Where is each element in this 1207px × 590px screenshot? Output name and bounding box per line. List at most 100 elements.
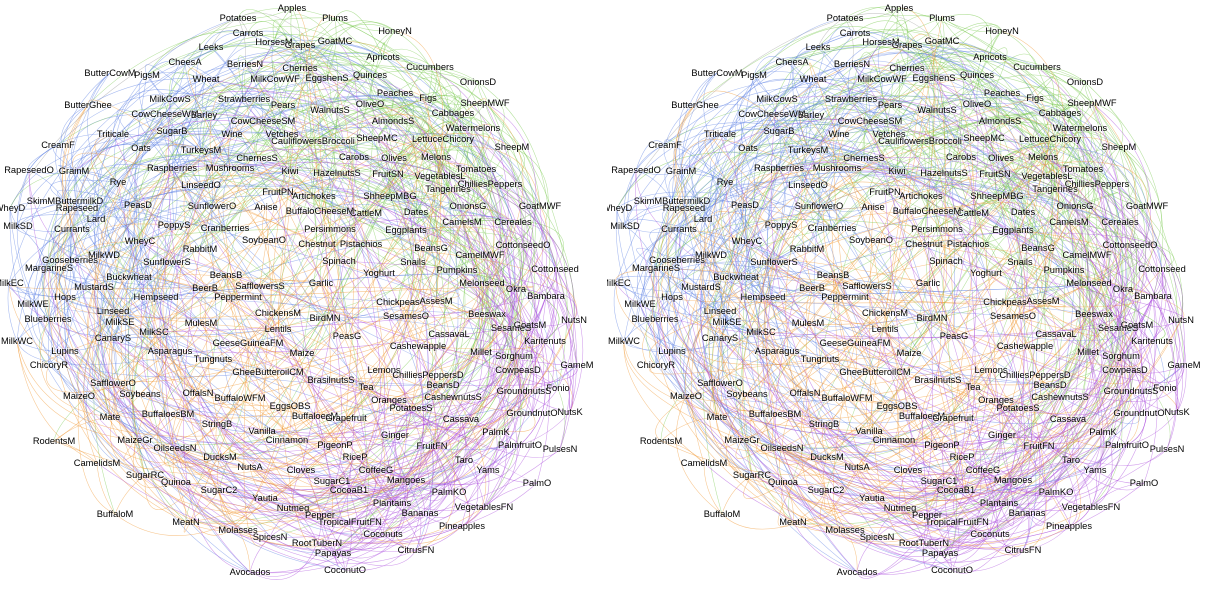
graph-edge bbox=[800, 179, 933, 319]
graph-edge bbox=[680, 133, 721, 172]
graph-edge bbox=[200, 322, 515, 401]
graph-edge bbox=[273, 31, 331, 230]
node-label: Tomatoes bbox=[1063, 164, 1104, 174]
graph-edge bbox=[140, 144, 202, 151]
graph-edge bbox=[261, 40, 336, 432]
node-label: Sorghum bbox=[495, 351, 533, 361]
node-label: Garlic bbox=[916, 278, 941, 288]
graph-edge bbox=[244, 63, 424, 535]
graph-edge bbox=[345, 355, 521, 430]
graph-edge bbox=[155, 296, 202, 324]
graph-edge bbox=[810, 114, 838, 169]
graph-edge bbox=[326, 77, 332, 111]
graph-edge bbox=[907, 243, 976, 480]
graph-edge bbox=[615, 282, 898, 407]
graph-edge bbox=[92, 261, 169, 415]
graph-edge bbox=[831, 153, 1021, 263]
graph-edge bbox=[211, 133, 541, 207]
graph-edge bbox=[216, 423, 433, 513]
graph-edge bbox=[273, 41, 359, 491]
graph-edge bbox=[112, 133, 485, 511]
graph-edge bbox=[93, 44, 301, 418]
node-label: MaizeGr bbox=[117, 435, 152, 445]
graph-edge bbox=[175, 481, 417, 564]
node-label: ChilliesPeppersD bbox=[392, 370, 464, 380]
node-label: Yams bbox=[1083, 465, 1106, 475]
graph-edge bbox=[282, 67, 301, 106]
graph-panel-right: Apples Potatoes Plums HoneyN Carrots HorsesM G… bbox=[607, 0, 1207, 590]
graph-edge bbox=[9, 207, 294, 509]
graph-edge bbox=[899, 459, 1072, 537]
graph-edge bbox=[16, 340, 98, 464]
graph-edge bbox=[153, 137, 378, 415]
node-label: PigsM bbox=[134, 70, 160, 80]
node-label: BrasilnutsS bbox=[914, 375, 961, 385]
node-label: Cabbages bbox=[432, 108, 475, 118]
graph-edge bbox=[884, 53, 1038, 193]
graph-edge bbox=[1034, 168, 1138, 376]
node-label: GameM bbox=[560, 360, 593, 370]
graph-edge bbox=[95, 117, 463, 223]
graph-edge bbox=[329, 109, 355, 158]
graph-edge bbox=[941, 40, 978, 76]
graph-edge bbox=[655, 143, 1148, 269]
graph-edge bbox=[269, 514, 321, 538]
graph-edge bbox=[484, 102, 568, 389]
graph-edge bbox=[884, 191, 928, 212]
node-label: CowCheeseWM bbox=[131, 109, 198, 119]
graph-edge bbox=[489, 146, 513, 185]
graph-edge bbox=[419, 445, 455, 518]
graph-edge bbox=[326, 40, 336, 79]
graph-edge bbox=[1096, 146, 1120, 185]
node-label: Grapefruit bbox=[325, 413, 367, 423]
graph-edge bbox=[889, 67, 908, 106]
node-label: Strawberries bbox=[825, 94, 878, 104]
node-label: GeeseGuineaFM bbox=[820, 338, 891, 348]
graph-edge bbox=[807, 90, 987, 274]
graph-edge bbox=[273, 34, 348, 337]
graph-edge bbox=[746, 393, 957, 515]
graph-edge bbox=[249, 466, 266, 499]
node-label: Cottonseed bbox=[1138, 264, 1186, 274]
graph-edge bbox=[982, 469, 1024, 557]
graph-edge bbox=[97, 113, 220, 491]
graph-edge bbox=[256, 157, 537, 414]
node-label: Raspberries bbox=[754, 163, 804, 173]
graph-edge bbox=[823, 397, 848, 425]
graph-edge bbox=[224, 227, 367, 414]
graph-edge bbox=[952, 369, 992, 419]
edges-layer bbox=[613, 6, 1187, 579]
graph-edge bbox=[480, 351, 518, 508]
node-label: Lentils bbox=[872, 324, 899, 334]
node-label: SugarC2 bbox=[808, 485, 845, 495]
node-label: Cloves bbox=[287, 465, 316, 475]
graph-edge bbox=[866, 148, 1058, 287]
graph-edge bbox=[1087, 351, 1126, 371]
graph-edge bbox=[907, 127, 1107, 471]
graph-edge bbox=[64, 259, 71, 298]
node-label: OnionsG bbox=[1057, 201, 1094, 211]
node-label: Mushrooms bbox=[813, 163, 862, 173]
graph-edge bbox=[623, 318, 656, 342]
graph-edge bbox=[778, 167, 1122, 357]
graph-edge bbox=[683, 240, 753, 476]
node-label: Cottonseed bbox=[531, 264, 579, 274]
graph-edge bbox=[766, 41, 882, 573]
graph-edge bbox=[881, 78, 1163, 270]
node-label: ButterGhee bbox=[64, 100, 112, 110]
graph-edge bbox=[880, 7, 900, 43]
graph-edge bbox=[1012, 229, 1120, 386]
node-label: Eggplants bbox=[385, 225, 427, 235]
node-label: MilkWC bbox=[608, 336, 640, 346]
graph-edge bbox=[751, 205, 1076, 485]
graph-edge bbox=[256, 157, 479, 527]
graph-edge bbox=[956, 502, 1000, 523]
graph-edge bbox=[431, 295, 555, 447]
graph-edge bbox=[1090, 482, 1145, 508]
graph-edge bbox=[1119, 221, 1178, 450]
graph-edge bbox=[781, 369, 1126, 501]
graph-edge bbox=[680, 227, 833, 418]
graph-edge bbox=[738, 167, 901, 509]
node-label: Taro bbox=[1062, 455, 1080, 465]
